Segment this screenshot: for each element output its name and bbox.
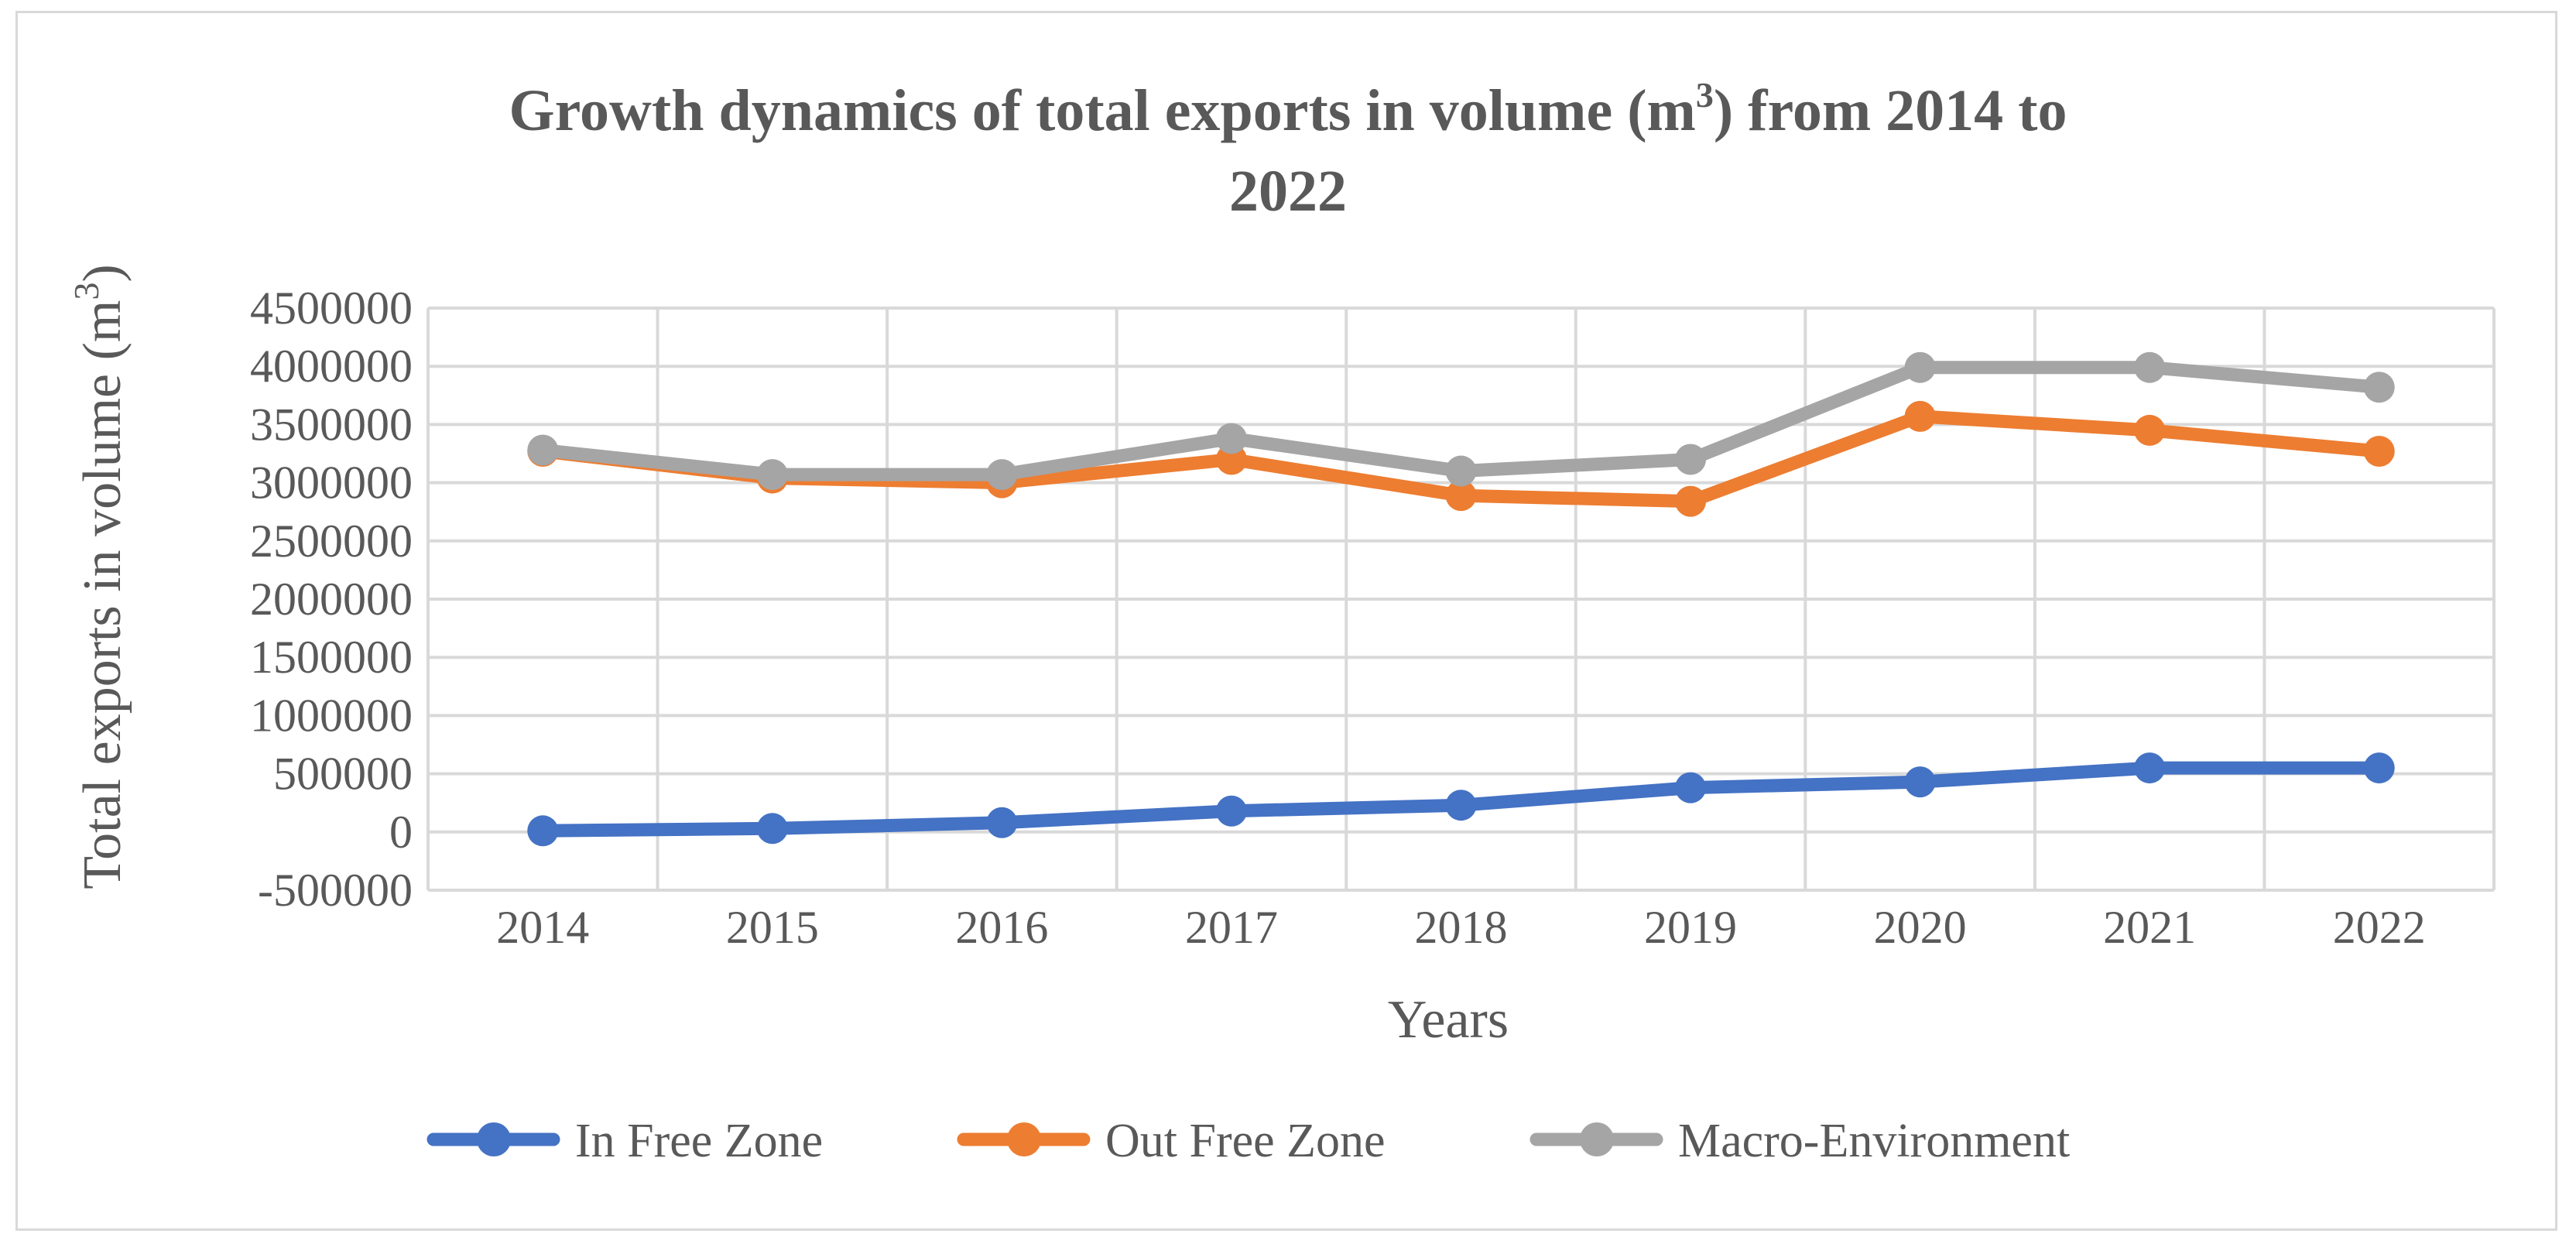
data-point (1904, 351, 1936, 383)
legend: In Free Zone Out Free Zone Macro-Environme… (426, 1115, 2070, 1167)
x-tick-label: 2015 (726, 902, 819, 953)
data-point (2134, 752, 2166, 784)
data-point (1675, 444, 1707, 475)
y-tick-label: 1500000 (250, 632, 413, 683)
y-tick-label: 4000000 (250, 341, 413, 392)
x-axis-title: Years (1388, 990, 1509, 1050)
data-point (756, 813, 788, 845)
legend-item: Macro-Environment (1530, 1115, 2070, 1167)
y-tick-label: 2500000 (250, 516, 413, 567)
y-tick-label: 1000000 (250, 690, 413, 741)
data-point (1675, 485, 1707, 517)
data-point (1215, 423, 1247, 454)
y-axis-ticks: -500000 0 500000 1000000 1500000 2000000 25000… (250, 283, 413, 916)
data-point (1215, 795, 1247, 827)
y-tick-label: 0 (389, 807, 413, 858)
data-point (2363, 435, 2395, 467)
y-tick-label: 2000000 (250, 574, 413, 625)
data-point (1445, 455, 1477, 487)
y-tick-label: 3000000 (250, 457, 413, 509)
chart-area (15, 11, 2557, 1231)
x-tick-label: 2021 (2103, 902, 2196, 953)
legend-marker (1007, 1122, 1041, 1156)
data-point (986, 807, 1018, 838)
series-group (527, 351, 2395, 847)
y-tick-label: 3500000 (250, 399, 413, 450)
legend-marker (477, 1122, 511, 1156)
legend-label: In Free Zone (575, 1115, 823, 1167)
data-point (1445, 480, 1477, 512)
data-point (986, 459, 1018, 491)
x-tick-label: 2020 (1874, 902, 1967, 953)
y-tick-label: 4500000 (250, 283, 413, 334)
legend-item: In Free Zone (426, 1115, 823, 1167)
data-point (527, 434, 559, 466)
data-point (527, 815, 559, 847)
legend-label: Macro-Environment (1678, 1115, 2070, 1167)
x-tick-label: 2019 (1644, 902, 1737, 953)
y-tick-label: -500000 (258, 865, 413, 916)
data-point (2363, 752, 2395, 784)
data-point (1904, 766, 1936, 798)
legend-marker (1580, 1122, 1614, 1156)
data-point (2363, 372, 2395, 403)
data-point (2134, 351, 2166, 383)
gridlines (426, 307, 2496, 892)
legend-item: Out Free Zone (957, 1115, 1386, 1167)
series-in-free-zone (527, 752, 2395, 847)
y-axis-title: Total exports in volume (m3) (67, 264, 132, 889)
x-tick-label: 2017 (1185, 902, 1278, 953)
chart-title: Growth dynamics of total exports in volu… (509, 75, 2067, 143)
data-point (756, 459, 788, 491)
x-tick-label: 2016 (955, 902, 1048, 953)
x-tick-label: 2022 (2333, 902, 2426, 953)
x-tick-label: 2014 (496, 902, 589, 953)
x-axis-ticks: 2014 2015 2016 2017 2018 2019 2020 2021 2022 (496, 902, 2425, 953)
chart-title-line2: 2022 (1229, 159, 1347, 224)
x-tick-label: 2018 (1415, 902, 1508, 953)
data-point (1904, 400, 1936, 432)
data-point (2134, 414, 2166, 446)
data-point (1445, 790, 1477, 821)
legend-label: Out Free Zone (1105, 1115, 1386, 1167)
y-tick-label: 500000 (273, 749, 413, 800)
data-point (1675, 772, 1707, 803)
series-macro-environment (527, 351, 2395, 491)
